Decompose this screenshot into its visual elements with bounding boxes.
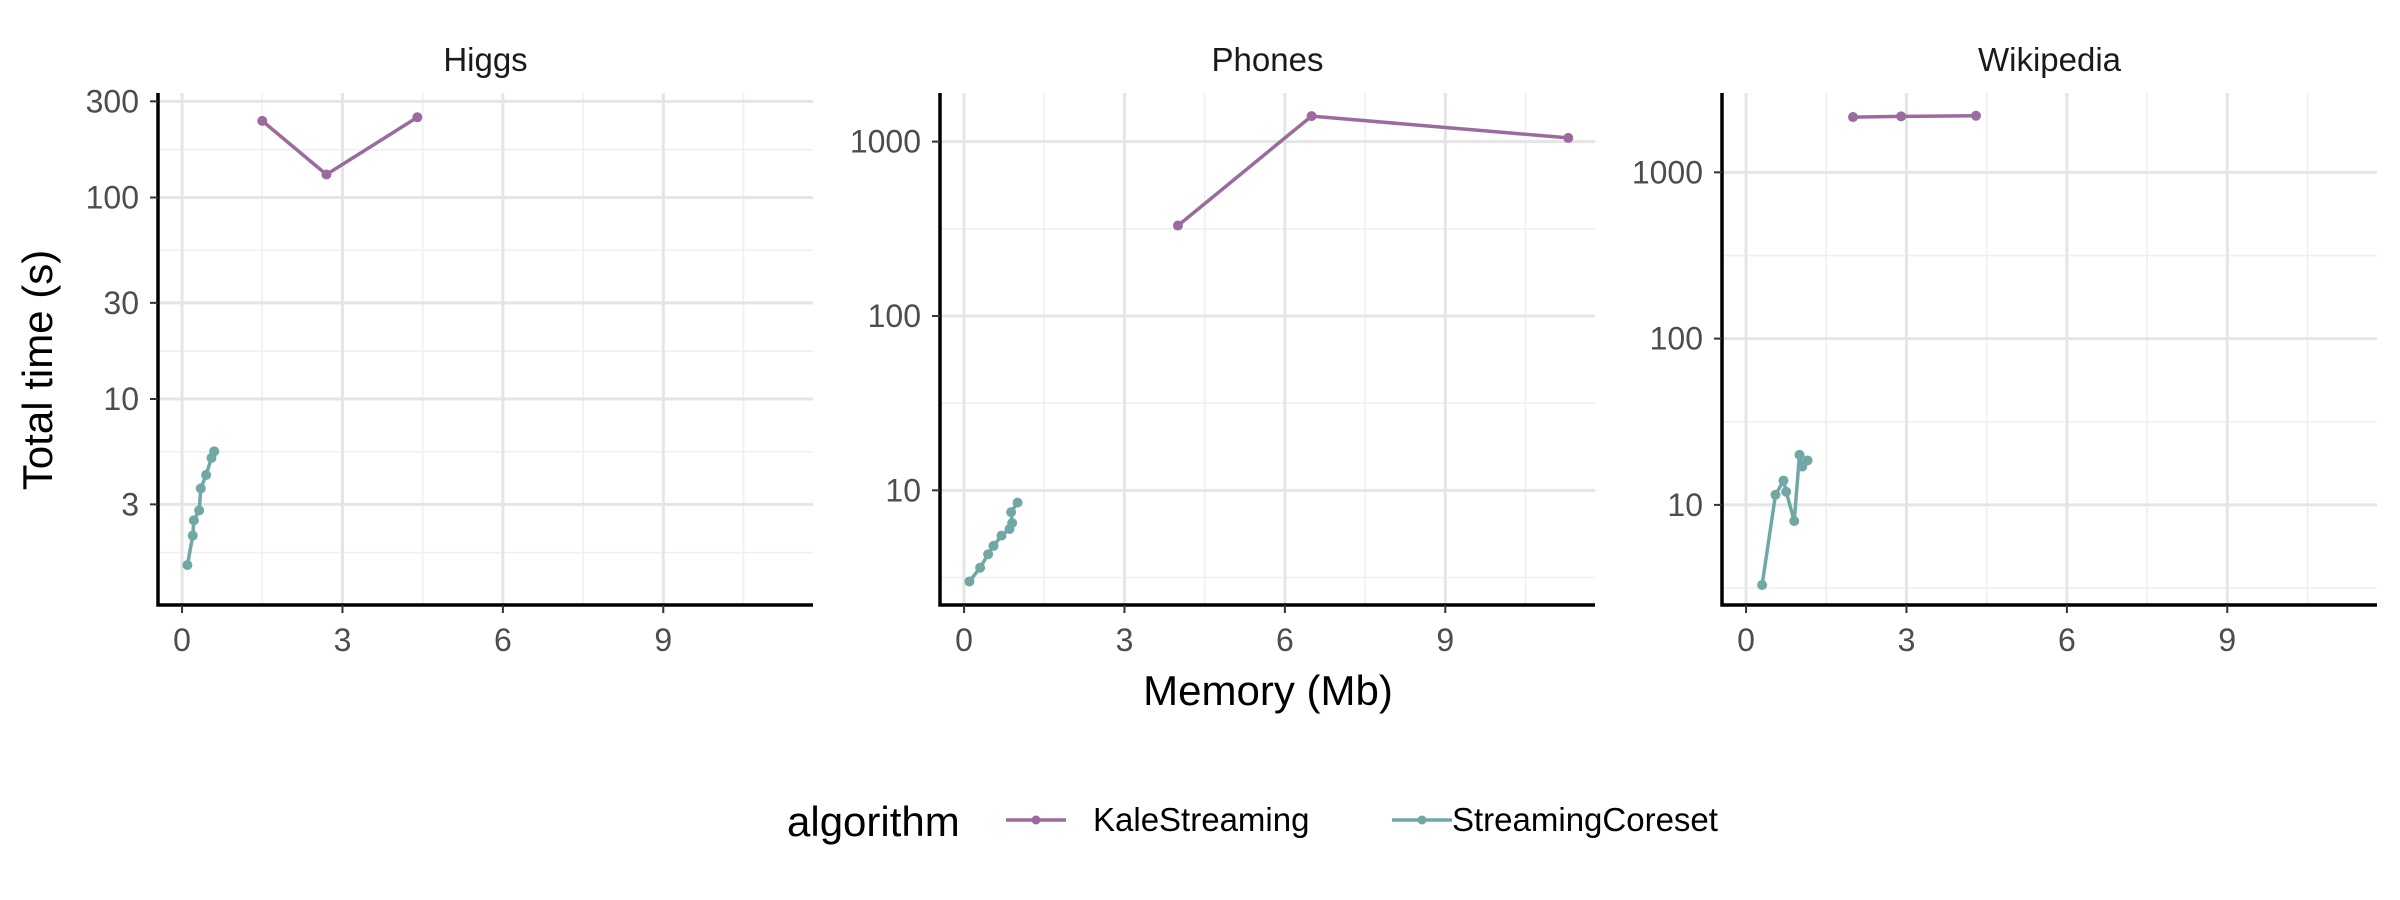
y-tick-label: 3: [121, 486, 139, 522]
data-point-streamingcoreset: [1781, 486, 1792, 497]
panel-title-higgs: Higgs: [443, 41, 527, 78]
data-point-streamingcoreset: [1770, 489, 1781, 500]
y-tick-label: 10: [885, 472, 921, 508]
data-point-kalestreaming: [1172, 220, 1183, 231]
panel-title-phones: Phones: [1212, 41, 1324, 78]
data-point-streamingcoreset: [1007, 517, 1018, 528]
x-tick-label: 3: [334, 622, 352, 658]
x-axis-title: Memory (Mb): [1143, 667, 1393, 714]
panel-higgs: 0 3 6 9 3 10 30 100 300 Higgs: [86, 41, 813, 658]
x-tick-label: 0: [173, 622, 191, 658]
y-tick-label: 1000: [1632, 154, 1703, 190]
series-line-kalestreaming: [1852, 113, 1977, 119]
data-point-streamingcoreset: [1012, 497, 1023, 508]
panel-wikipedia: 0 3 6 9 10 100 1000 Wikipedia: [1632, 41, 2377, 658]
panel-phones: 0 3 6 9 10 100 1000 Phones: [850, 41, 1595, 658]
y-tick-label: 100: [86, 179, 139, 215]
y-tick-label: 10: [1667, 487, 1703, 523]
data-point-streamingcoreset: [1802, 455, 1813, 466]
y-tick-label: 1000: [850, 124, 921, 160]
axis-lines: [938, 93, 1595, 607]
data-point-kalestreaming: [321, 169, 332, 180]
data-point-kalestreaming: [412, 112, 423, 123]
data-point-streamingcoreset: [194, 505, 205, 516]
data-point-streamingcoreset: [1757, 579, 1768, 590]
data-point-streamingcoreset: [209, 446, 220, 457]
y-tick-label: 100: [1650, 321, 1703, 357]
series-line-kalestreaming: [261, 115, 419, 177]
data-point-kalestreaming: [1896, 111, 1907, 122]
x-tick-label: 0: [955, 622, 973, 658]
data-point-streamingcoreset: [187, 530, 198, 541]
legend-item-streamingcoreset: StreamingCoreset: [1392, 801, 1718, 838]
data-point-streamingcoreset: [1778, 475, 1789, 486]
data-point-streamingcoreset: [188, 515, 199, 526]
legend-title: algorithm: [787, 798, 960, 845]
x-tick-label: 6: [2058, 622, 2076, 658]
legend-label-kalestreaming: KaleStreaming: [1093, 801, 1309, 838]
y-axis-title: Total time (s): [14, 250, 61, 490]
data-point-streamingcoreset: [964, 576, 975, 587]
x-tick-label: 9: [654, 622, 672, 658]
data-point-kalestreaming: [1563, 132, 1574, 143]
x-tick-label: 9: [1436, 622, 1454, 658]
data-point-streamingcoreset: [1006, 507, 1017, 518]
data-point-kalestreaming: [1306, 111, 1317, 122]
panel-title-wikipedia: Wikipedia: [1978, 41, 2122, 78]
series-line-kalestreaming: [1176, 114, 1569, 227]
x-tick-label: 6: [1276, 622, 1294, 658]
x-tick-label: 3: [1898, 622, 1916, 658]
data-point-streamingcoreset: [996, 530, 1007, 541]
x-tick-label: 9: [2218, 622, 2236, 658]
x-tick-label: 0: [1737, 622, 1755, 658]
legend-key-point-kalestreaming: [1031, 815, 1041, 825]
legend-label-streamingcoreset: StreamingCoreset: [1452, 801, 1718, 838]
legend-key-point-streamingcoreset: [1417, 815, 1427, 825]
data-point-kalestreaming: [257, 115, 268, 126]
legend: algorithm KaleStreaming StreamingCoreset: [787, 798, 1718, 845]
data-point-streamingcoreset: [975, 562, 986, 573]
data-point-kalestreaming: [1848, 112, 1858, 123]
data-point-streamingcoreset: [988, 540, 999, 551]
data-point-streamingcoreset: [1789, 516, 1800, 527]
x-tick-label: 6: [494, 622, 512, 658]
y-tick-label: 100: [868, 298, 921, 334]
axis-lines: [156, 93, 813, 607]
data-point-streamingcoreset: [983, 549, 994, 560]
legend-item-kalestreaming: KaleStreaming: [1006, 801, 1309, 838]
y-tick-label: 30: [103, 285, 139, 321]
series-line-streamingcoreset: [1760, 453, 1809, 586]
data-point-streamingcoreset: [1794, 449, 1805, 460]
axis-lines: [1720, 93, 2377, 607]
data-point-streamingcoreset: [201, 469, 212, 480]
x-tick-label: 3: [1116, 622, 1134, 658]
data-point-streamingcoreset: [195, 483, 206, 494]
data-point-streamingcoreset: [182, 560, 193, 571]
y-tick-label: 10: [103, 381, 139, 417]
data-point-kalestreaming: [1970, 110, 1981, 121]
y-tick-label: 300: [86, 83, 139, 119]
